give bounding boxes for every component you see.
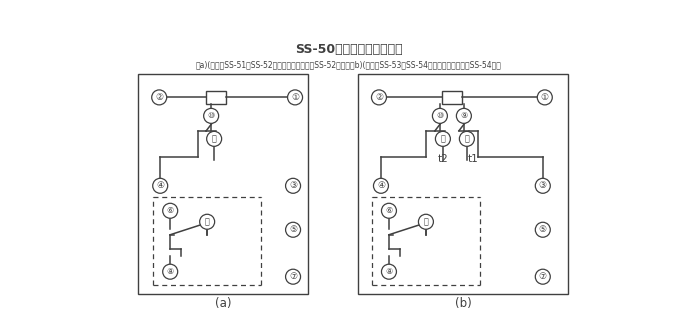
Text: ⑦: ⑦: [289, 272, 297, 281]
Circle shape: [433, 108, 447, 123]
Circle shape: [435, 131, 450, 146]
Text: ⑩: ⑩: [208, 111, 215, 120]
Text: ②: ②: [375, 93, 383, 102]
Text: ⑦: ⑦: [539, 272, 547, 281]
Text: ⑨: ⑨: [461, 111, 468, 120]
Text: ⑤: ⑤: [539, 225, 547, 234]
Circle shape: [535, 178, 550, 193]
Circle shape: [538, 90, 552, 105]
Text: ④: ④: [377, 181, 385, 190]
Bar: [358, 74, 568, 294]
Text: ①: ①: [291, 93, 299, 102]
Text: ⑪: ⑪: [465, 134, 469, 143]
Text: ⑥: ⑥: [385, 206, 393, 215]
Text: ⑥: ⑥: [166, 206, 174, 215]
Circle shape: [371, 90, 387, 105]
Bar: [442, 91, 462, 104]
Text: ③: ③: [539, 181, 547, 190]
Text: ⑩: ⑩: [436, 111, 443, 120]
Circle shape: [382, 264, 396, 279]
Circle shape: [459, 131, 475, 146]
Circle shape: [456, 108, 471, 123]
Text: ④: ④: [156, 181, 164, 190]
Circle shape: [207, 131, 222, 146]
Circle shape: [203, 108, 219, 123]
Circle shape: [152, 178, 168, 193]
Circle shape: [286, 222, 301, 237]
Bar: [206, 91, 226, 104]
Text: (a): (a): [215, 297, 231, 310]
Circle shape: [535, 222, 550, 237]
Text: (b): (b): [454, 297, 471, 310]
Circle shape: [152, 90, 166, 105]
Text: ⑤: ⑤: [289, 225, 297, 234]
Text: （a)(背視）SS-51、SS-52型，圖中虛線部分僅SS-52型有；（b)(背視）SS-53、SS-54型，圖中虛線部分僅SS-54型有: （a)(背視）SS-51、SS-52型，圖中虛線部分僅SS-52型有；（b)(背…: [196, 61, 502, 70]
Circle shape: [200, 214, 215, 229]
Circle shape: [535, 269, 550, 284]
Text: ⑧: ⑧: [166, 267, 174, 276]
Text: ⑫: ⑫: [440, 134, 445, 143]
Text: ①: ①: [541, 93, 549, 102]
Circle shape: [373, 178, 389, 193]
Text: ⑱: ⑱: [205, 217, 210, 226]
Text: t2: t2: [438, 154, 448, 164]
Text: ⑫: ⑫: [212, 134, 217, 143]
Text: SS-50系列背后端子接線圖: SS-50系列背后端子接線圖: [295, 43, 403, 56]
Text: t1: t1: [468, 154, 478, 164]
Circle shape: [287, 90, 303, 105]
Text: ②: ②: [155, 93, 164, 102]
Circle shape: [163, 264, 178, 279]
Circle shape: [286, 178, 301, 193]
Bar: [138, 74, 308, 294]
Text: ⑧: ⑧: [385, 267, 393, 276]
Circle shape: [163, 203, 178, 218]
Circle shape: [286, 269, 301, 284]
Circle shape: [382, 203, 396, 218]
Text: ③: ③: [289, 181, 297, 190]
Text: ⑱: ⑱: [424, 217, 428, 226]
Circle shape: [419, 214, 433, 229]
